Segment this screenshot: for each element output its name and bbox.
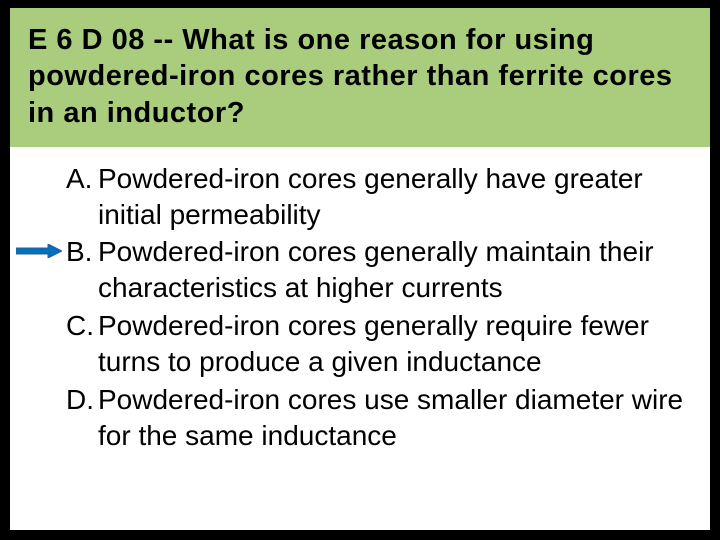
question-text: E 6 D 08 -- What is one reason for using… [28,22,692,131]
answer-option: D. Powdered-iron cores use smaller diame… [66,382,688,454]
answer-letter: D. [66,382,98,454]
answer-letter: C. [66,308,98,380]
answers-container: A. Powdered-iron cores generally have gr… [10,147,710,470]
answer-text: Powdered-iron cores generally require fe… [98,308,688,380]
question-box: E 6 D 08 -- What is one reason for using… [10,8,710,147]
correct-answer-arrow-icon [16,244,62,258]
answer-option: B. Powdered-iron cores generally maintai… [66,234,688,306]
answer-letter: A. [66,161,98,233]
question-id: E 6 D 08 [28,24,145,56]
answer-text: Powdered-iron cores generally maintain t… [98,234,688,306]
slide: E 6 D 08 -- What is one reason for using… [10,8,710,530]
answer-letter: B. [66,234,98,306]
answer-option: A. Powdered-iron cores generally have gr… [66,161,688,233]
question-separator: -- [153,24,173,56]
answer-text: Powdered-iron cores generally have great… [98,161,688,233]
answer-option: C. Powdered-iron cores generally require… [66,308,688,380]
answer-text: Powdered-iron cores use smaller diameter… [98,382,688,454]
